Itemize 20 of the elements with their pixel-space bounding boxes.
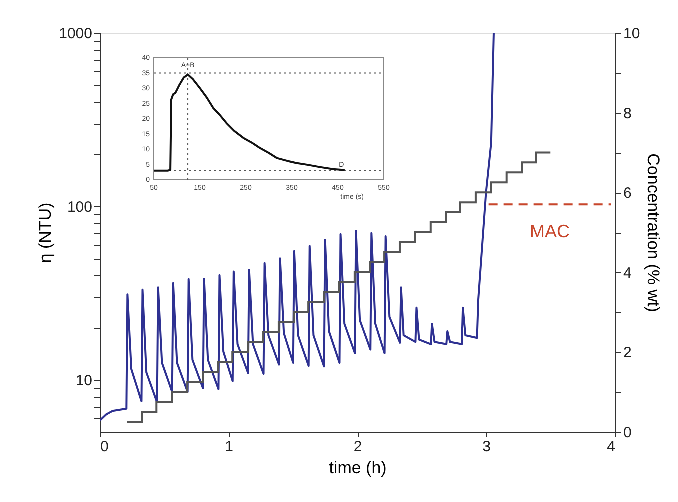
- line-series: [100, 33, 495, 422]
- x-tick-label: 2: [354, 438, 362, 456]
- x-tick-label: 4: [607, 438, 616, 456]
- y2-tick-label: 8: [624, 105, 632, 122]
- y-tick-label: 100: [67, 198, 92, 216]
- y2-axis-title: Concentration (% wt): [644, 154, 664, 312]
- x-axis-title: time (h): [329, 458, 387, 478]
- y-axis-title: η (NTU): [36, 202, 56, 264]
- y-tick-label: 10: [76, 372, 92, 390]
- y2-tick-label: 4: [624, 264, 632, 282]
- x-tick-label: 3: [482, 438, 491, 456]
- y2-tick-label: 2: [624, 344, 632, 362]
- y2-tick-label: 6: [624, 185, 632, 202]
- y2-tick-label: 10: [624, 26, 640, 42]
- y2-tick-label: 0: [624, 424, 632, 442]
- line-series: [153, 74, 346, 172]
- x-tick-label: 0: [100, 438, 109, 456]
- series-label: MAC: [530, 222, 570, 242]
- x-tick-label: 1: [225, 438, 234, 456]
- y-tick-label: 1000: [59, 26, 92, 42]
